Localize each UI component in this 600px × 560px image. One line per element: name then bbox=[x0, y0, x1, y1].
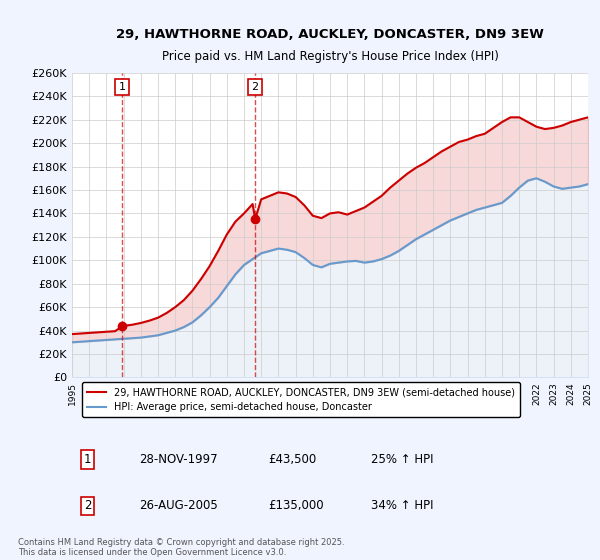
Text: 29, HAWTHORNE ROAD, AUCKLEY, DONCASTER, DN9 3EW: 29, HAWTHORNE ROAD, AUCKLEY, DONCASTER, … bbox=[116, 28, 544, 41]
Legend: 29, HAWTHORNE ROAD, AUCKLEY, DONCASTER, DN9 3EW (semi-detached house), HPI: Aver: 29, HAWTHORNE ROAD, AUCKLEY, DONCASTER, … bbox=[82, 382, 520, 417]
Text: 2: 2 bbox=[84, 500, 91, 512]
Text: 26-AUG-2005: 26-AUG-2005 bbox=[139, 500, 218, 512]
Text: £135,000: £135,000 bbox=[268, 500, 324, 512]
Text: £43,500: £43,500 bbox=[268, 453, 316, 466]
Text: Price paid vs. HM Land Registry's House Price Index (HPI): Price paid vs. HM Land Registry's House … bbox=[161, 50, 499, 63]
Text: 2: 2 bbox=[251, 82, 259, 92]
Text: 34% ↑ HPI: 34% ↑ HPI bbox=[371, 500, 434, 512]
Text: Contains HM Land Registry data © Crown copyright and database right 2025.
This d: Contains HM Land Registry data © Crown c… bbox=[18, 538, 344, 557]
Text: 28-NOV-1997: 28-NOV-1997 bbox=[139, 453, 218, 466]
Text: 1: 1 bbox=[119, 82, 125, 92]
Text: 1: 1 bbox=[84, 453, 91, 466]
Text: 25% ↑ HPI: 25% ↑ HPI bbox=[371, 453, 434, 466]
